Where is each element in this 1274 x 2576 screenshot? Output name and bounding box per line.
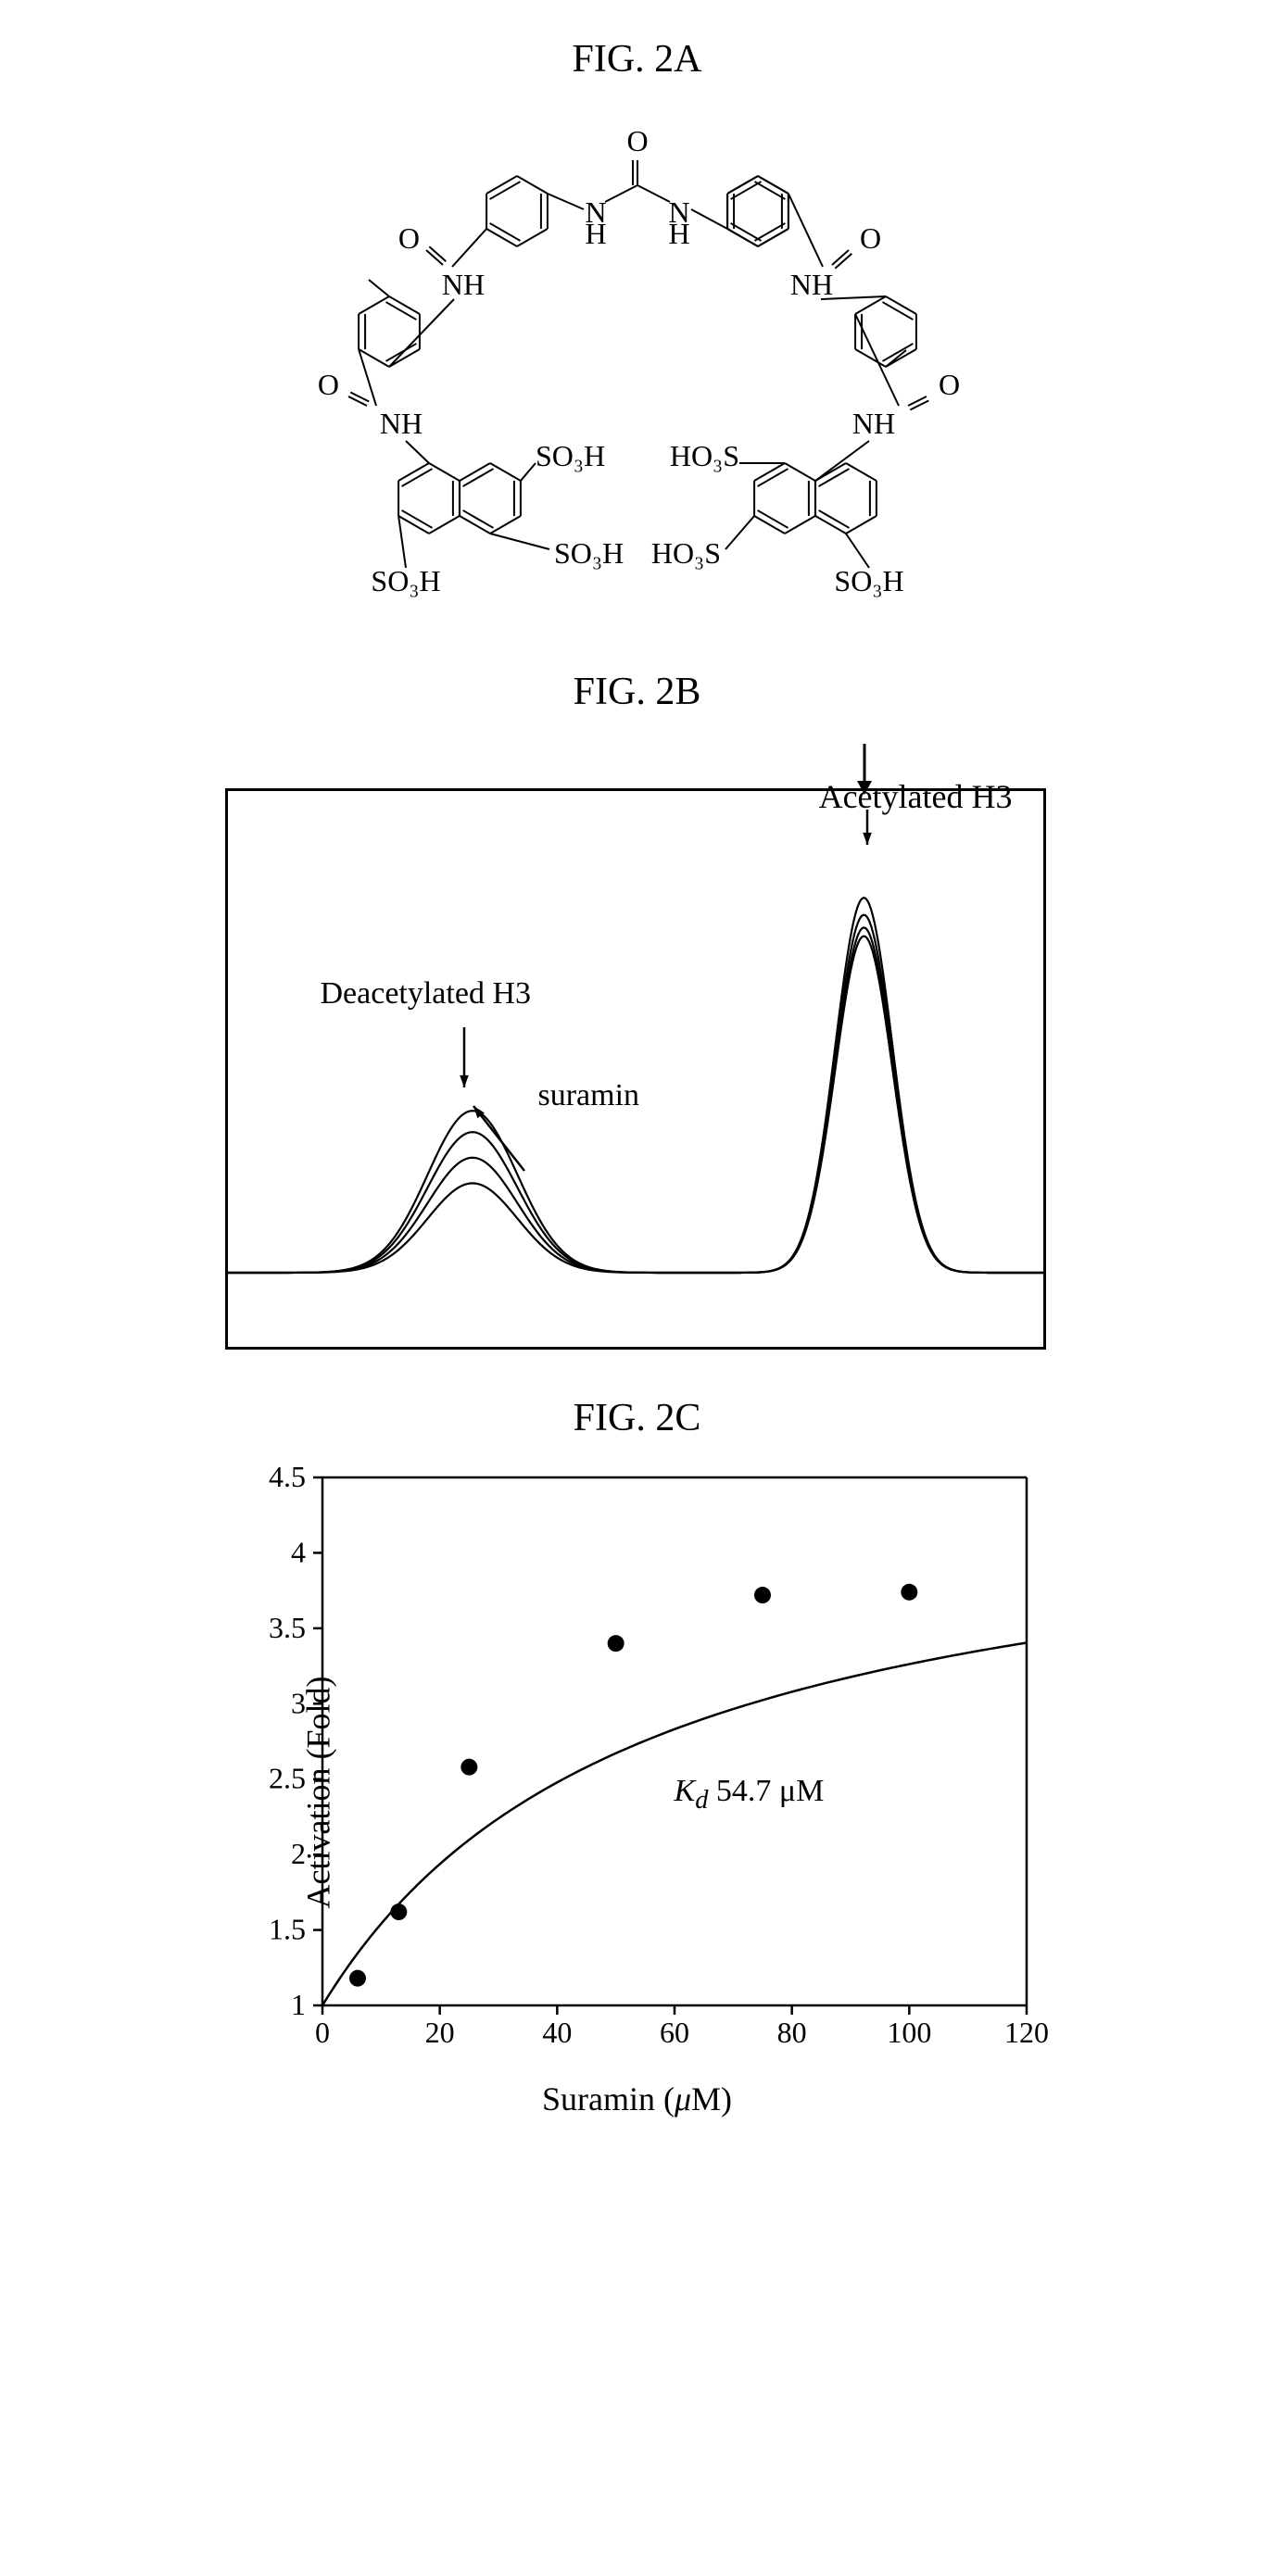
fig-2a-title: FIG. 2A — [37, 37, 1237, 82]
svg-text:SO₃H: SO₃H — [554, 536, 624, 570]
svg-text:SO₃H: SO₃H — [536, 439, 605, 472]
svg-text:SO₃H: SO₃H — [834, 564, 903, 597]
svg-text:O: O — [860, 221, 881, 255]
svg-text:100: 100 — [887, 2016, 931, 2049]
svg-text:0: 0 — [315, 2016, 330, 2049]
hplc-plot-box: Deacetylated H3 suramin — [225, 788, 1046, 1350]
kd-annotation: Kd 54.7 μM — [675, 1774, 825, 1816]
svg-text:60: 60 — [660, 2016, 689, 2049]
suramin-structure: ONHNHONHONHSO₃HSO₃HSO₃HONHONHSO₃HHO₃SHO₃… — [221, 100, 1054, 619]
svg-text:HO₃S: HO₃S — [650, 536, 720, 570]
svg-text:O: O — [939, 368, 960, 401]
svg-text:O: O — [397, 221, 419, 255]
svg-text:120: 120 — [1004, 2016, 1049, 2049]
svg-text:HO₃S: HO₃S — [669, 439, 738, 472]
x-axis-label: Suramin (μM) — [221, 2080, 1054, 2118]
svg-text:NH: NH — [789, 268, 832, 301]
svg-text:O: O — [626, 124, 648, 157]
fig-2c-title: FIG. 2C — [37, 1396, 1237, 1440]
svg-text:80: 80 — [776, 2016, 806, 2049]
activation-chart: Activation (Fold) 02040608010012011.522.… — [221, 1459, 1054, 2126]
hplc-container: Acetylated H3 Deacetylated H3 suramin — [225, 788, 1050, 1350]
svg-text:3.5: 3.5 — [269, 1611, 306, 1644]
suramin-label: suramin — [538, 1078, 640, 1113]
y-axis-label: Activation (Fold) — [298, 1677, 337, 1909]
svg-text:4.5: 4.5 — [269, 1460, 306, 1493]
svg-text:1: 1 — [291, 1988, 306, 2021]
fig-2b-title: FIG. 2B — [574, 670, 701, 714]
figure-2b: FIG. 2B Acetylated H3 Deacetylated H3 su… — [37, 670, 1237, 1350]
svg-text:4: 4 — [291, 1535, 306, 1568]
svg-text:SO₃H: SO₃H — [371, 564, 440, 597]
deacetylated-label: Deacetylated H3 — [321, 976, 532, 1012]
figure-2c: FIG. 2C Activation (Fold) 0 20 40 60 80 100 12… — [37, 1396, 1237, 2126]
svg-text:H: H — [585, 217, 606, 250]
svg-text:1.5: 1.5 — [269, 1913, 306, 1946]
svg-text:H: H — [668, 217, 689, 250]
scatter-plot: 02040608010012011.522.533.544.5 — [221, 1459, 1054, 2070]
svg-text:NH: NH — [441, 268, 484, 301]
svg-text:40: 40 — [542, 2016, 572, 2049]
figure-2a: FIG. 2A ONHNHONHONHSO₃HSO₃HSO₃HONHONHSO₃… — [37, 37, 1237, 623]
svg-text:NH: NH — [851, 407, 894, 440]
hplc-traces — [228, 791, 1043, 1347]
acetylated-arrow — [851, 744, 878, 803]
svg-text:O: O — [317, 368, 338, 401]
svg-text:20: 20 — [424, 2016, 454, 2049]
svg-text:NH: NH — [379, 407, 422, 440]
